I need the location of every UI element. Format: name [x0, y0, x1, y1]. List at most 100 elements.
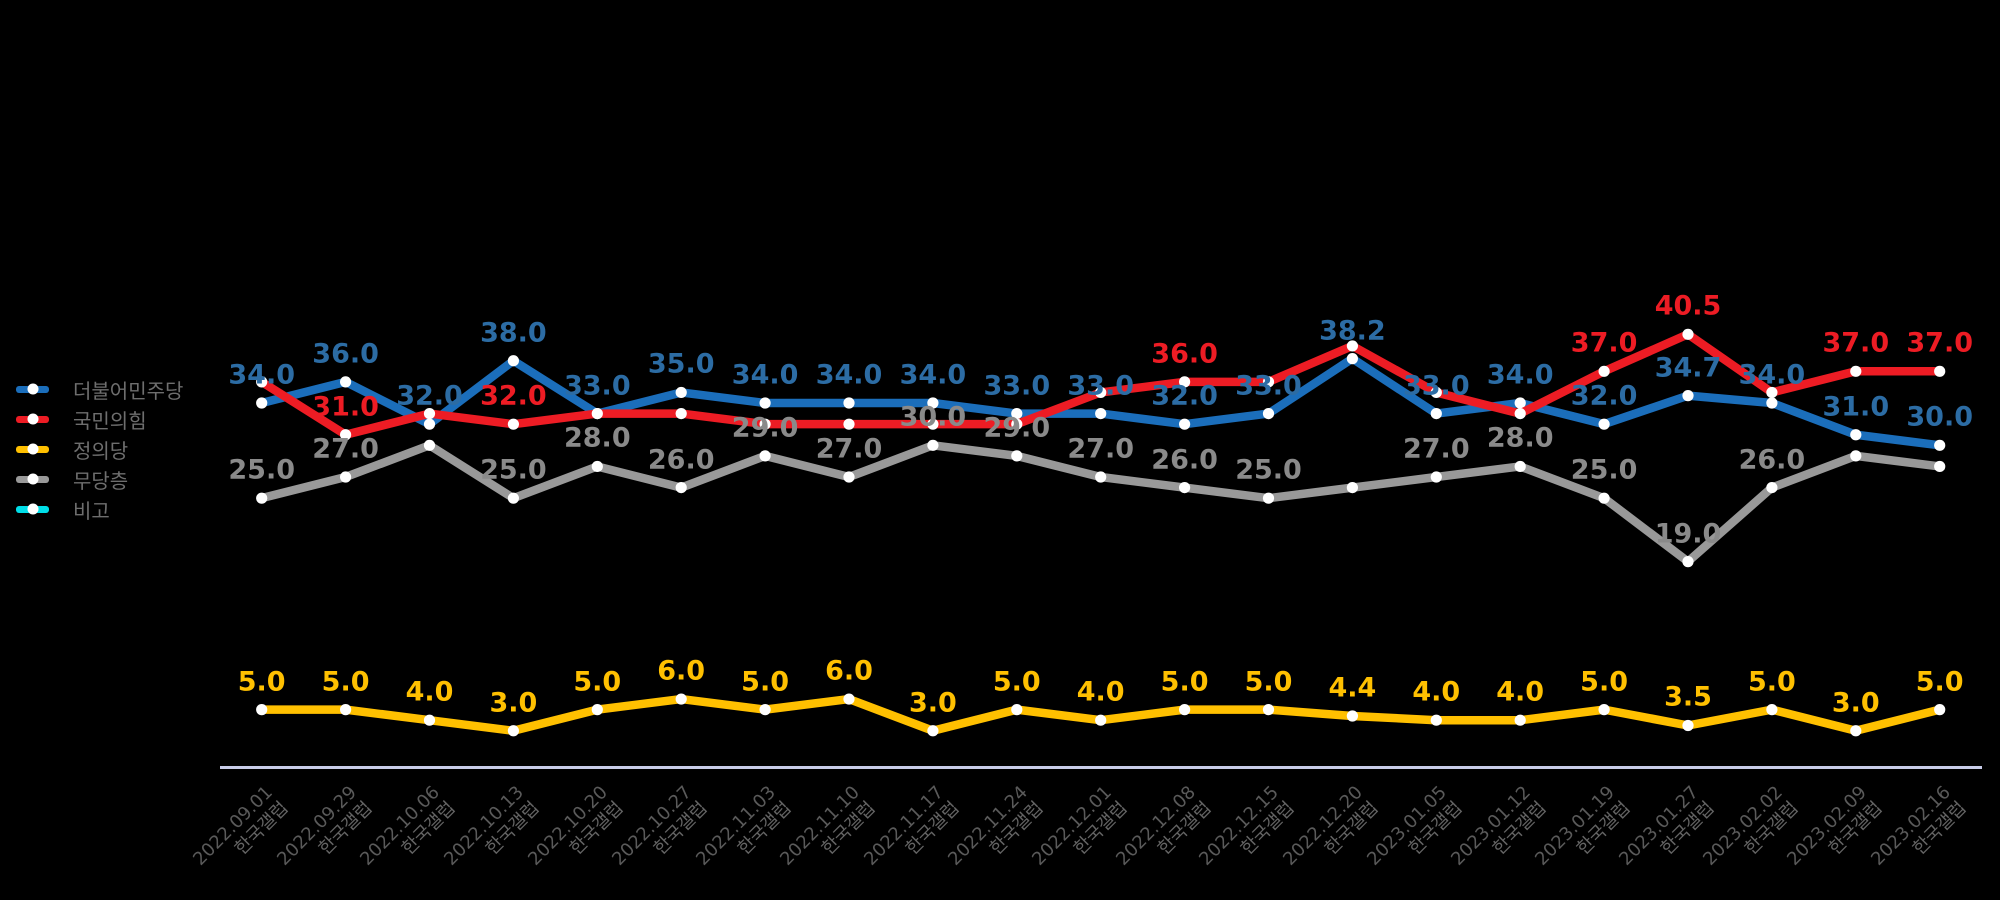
data-point: [927, 439, 939, 451]
value-label: 5.0: [321, 666, 370, 698]
value-label: 25.0: [480, 454, 547, 486]
value-label: 28.0: [1486, 422, 1554, 454]
value-label: 27.0: [1402, 433, 1470, 465]
legend-item-label: 정의당: [73, 438, 129, 463]
value-label: 5.0: [741, 666, 790, 698]
data-point: [843, 471, 855, 483]
value-label: 25.0: [1235, 454, 1302, 486]
value-label: 32.0: [1151, 380, 1218, 412]
data-point: [507, 355, 519, 367]
data-point: [1179, 418, 1191, 430]
data-point: [423, 407, 436, 420]
value-label: 4.0: [1496, 676, 1545, 708]
data-point: [1766, 386, 1778, 399]
legend-point-dot-icon: [27, 473, 38, 485]
value-label: 27.0: [815, 433, 883, 465]
legend-item-justice-party: 정의당: [16, 434, 183, 464]
data-point: [1262, 407, 1275, 420]
data-point: [1430, 714, 1442, 726]
data-point: [843, 397, 855, 409]
value-label: 34.0: [815, 359, 883, 391]
data-point: [1430, 471, 1442, 483]
data-point: [1011, 418, 1023, 430]
value-label: 33.0: [563, 370, 631, 402]
data-point: [1514, 407, 1526, 420]
value-label: 34.0: [1486, 359, 1554, 391]
value-label: 4.0: [405, 676, 454, 708]
data-point: [675, 482, 687, 494]
value-label: 32.0: [480, 380, 547, 412]
data-point: [340, 704, 352, 716]
data-point: [1262, 376, 1275, 388]
value-label: 25.0: [1570, 454, 1638, 486]
data-point: [1598, 418, 1610, 430]
value-label: 34.0: [228, 359, 295, 391]
data-point: [1179, 704, 1191, 716]
data-point: [1682, 390, 1694, 402]
data-point: [1095, 407, 1107, 420]
data-point: [591, 407, 603, 420]
data-point: [591, 460, 603, 473]
data-point: [759, 397, 771, 409]
legend-line-marker-icon: [16, 383, 49, 395]
legend-point-dot-icon: [27, 383, 38, 395]
value-label: 29.0: [983, 412, 1051, 444]
data-point: [1934, 365, 1946, 377]
value-label: 5.0: [1580, 666, 1629, 698]
value-label: 37.0: [1906, 327, 1973, 359]
value-label: 32.0: [1570, 380, 1638, 412]
value-label: 31.0: [1822, 391, 1890, 423]
value-label: 26.0: [1738, 444, 1806, 476]
value-label: 33.0: [983, 370, 1051, 402]
data-point: [843, 418, 855, 430]
data-point: [1011, 407, 1023, 420]
value-label: 34.0: [731, 359, 799, 391]
legend-point-dot-icon: [27, 443, 38, 455]
legend-item-no-party: 무당층: [16, 464, 183, 494]
value-label: 34.7: [1654, 352, 1722, 384]
data-point: [1682, 556, 1694, 568]
value-label: 5.0: [1747, 666, 1796, 698]
data-point: [256, 376, 268, 388]
value-label: 3.0: [489, 687, 538, 719]
data-point: [1179, 376, 1191, 388]
value-label: 5.0: [237, 666, 286, 698]
data-point: [507, 725, 519, 737]
data-point: [1850, 725, 1862, 737]
legend-line-marker-icon: [16, 503, 49, 515]
chart-legend: 더불어민주당 국민의힘 정의당 무당층 비고: [16, 374, 183, 524]
data-point: [927, 418, 939, 430]
data-point: [423, 714, 436, 726]
value-label: 31.0: [312, 391, 379, 423]
value-label: 4.0: [1076, 676, 1125, 708]
data-point: [1095, 386, 1107, 399]
data-point: [507, 418, 519, 430]
value-label: 3.0: [1831, 687, 1880, 719]
legend-line-marker-icon: [16, 413, 49, 425]
value-label: 30.0: [899, 401, 967, 433]
data-point: [759, 704, 771, 716]
data-point: [591, 704, 603, 716]
legend-line-marker-icon: [16, 443, 49, 455]
value-label: 3.5: [1664, 681, 1712, 713]
value-label: 40.5: [1654, 290, 1722, 322]
data-point: [256, 704, 268, 716]
data-point: [1262, 492, 1275, 504]
data-point: [1514, 460, 1526, 473]
value-label: 33.0: [1402, 370, 1470, 402]
data-point: [759, 450, 771, 462]
x-axis-line: [220, 766, 1982, 769]
value-label: 5.0: [1160, 666, 1209, 698]
data-point: [843, 693, 855, 705]
value-label: 36.0: [1151, 338, 1218, 370]
value-label: 38.2: [1319, 315, 1386, 347]
data-point: [927, 725, 939, 737]
value-label: 4.4: [1328, 672, 1377, 704]
data-point: [675, 407, 687, 420]
value-label: 28.0: [563, 422, 631, 454]
value-label: 36.0: [312, 338, 379, 370]
value-label: 37.0: [1822, 327, 1890, 359]
value-label: 38.0: [480, 317, 547, 349]
value-label: 4.0: [1412, 676, 1461, 708]
